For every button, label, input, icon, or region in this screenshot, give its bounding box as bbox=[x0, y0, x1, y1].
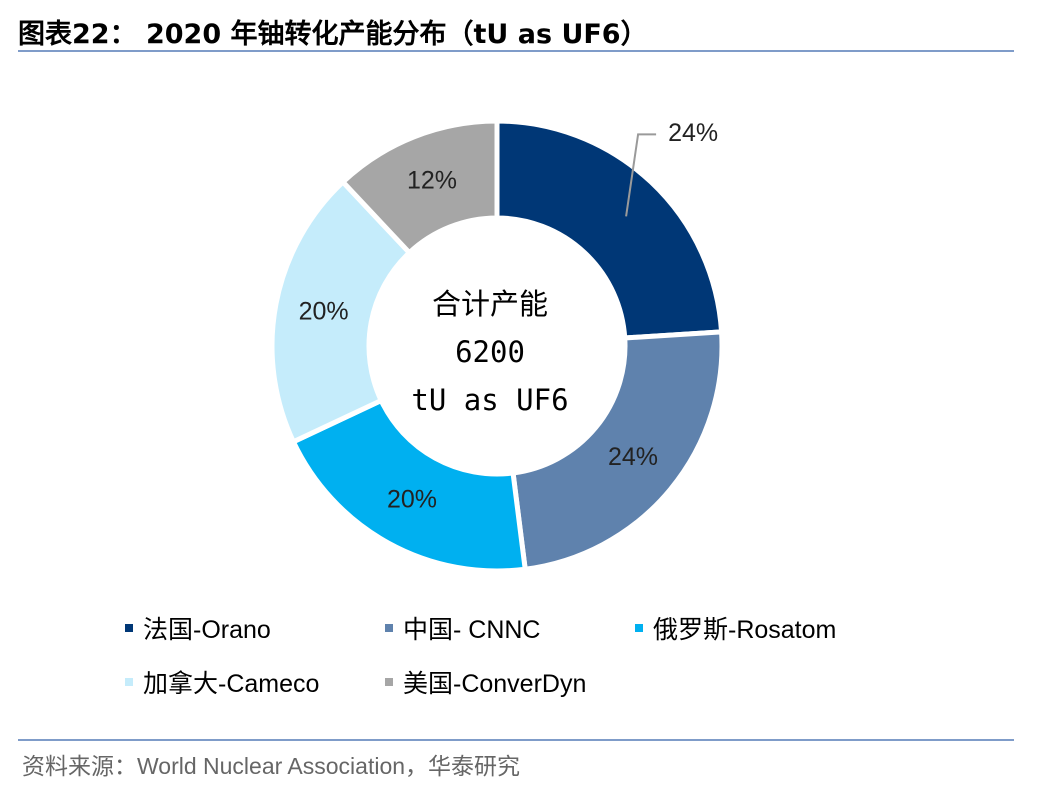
legend-item-converdyn: 美国-ConverDyn bbox=[385, 664, 586, 700]
legend-swatch bbox=[385, 678, 393, 686]
donut-slice-rosatom bbox=[290, 397, 528, 574]
legend-item-orano: 法国-Orano bbox=[125, 610, 271, 646]
source-note: 资料来源：World Nuclear Association，华泰研究 bbox=[22, 753, 521, 779]
title-divider bbox=[18, 50, 1014, 52]
legend-item-rosatom: 俄罗斯-Rosatom bbox=[635, 610, 836, 646]
legend-label: 法国-Orano bbox=[143, 616, 271, 644]
center-label-unit: tU as UF6 bbox=[411, 383, 569, 417]
donut-chart: 24% 24% 20% 20% 12% bbox=[269, 118, 725, 574]
legend-label: 中国- CNNC bbox=[403, 616, 541, 644]
legend-swatch bbox=[125, 678, 133, 686]
source-divider bbox=[18, 739, 1014, 741]
chart-title: 图表22： 2020 年铀转化产能分布（tU as UF6） bbox=[18, 19, 648, 50]
legend-swatch bbox=[635, 624, 643, 632]
leader-line-orano bbox=[625, 133, 657, 217]
slice-label-converdyn: 12% bbox=[407, 167, 457, 195]
legend-item-cnnc: 中国- CNNC bbox=[385, 610, 541, 646]
legend-label: 美国-ConverDyn bbox=[403, 670, 587, 698]
legend-label: 俄罗斯-Rosatom bbox=[653, 616, 837, 644]
donut-slice-orano bbox=[494, 118, 725, 341]
donut-slice-cameco bbox=[269, 178, 413, 446]
slice-label-orano: 24% bbox=[668, 119, 718, 147]
legend-label: 加拿大-Cameco bbox=[143, 670, 320, 698]
center-label-total: 6200 bbox=[455, 335, 525, 369]
slice-label-cnnc: 24% bbox=[608, 443, 658, 471]
donut-slice-cnnc bbox=[510, 329, 725, 573]
legend-swatch bbox=[385, 624, 393, 632]
center-label-line1: 合计产能 bbox=[431, 287, 548, 321]
slice-label-cameco: 20% bbox=[299, 298, 349, 326]
legend-item-cameco: 加拿大-Cameco bbox=[125, 664, 319, 700]
donut-slice-converdyn bbox=[339, 118, 500, 257]
slice-label-rosatom: 20% bbox=[387, 485, 437, 513]
center-label: 合计产能 6200 tU as UF6 bbox=[390, 280, 590, 424]
legend-swatch bbox=[125, 624, 133, 632]
